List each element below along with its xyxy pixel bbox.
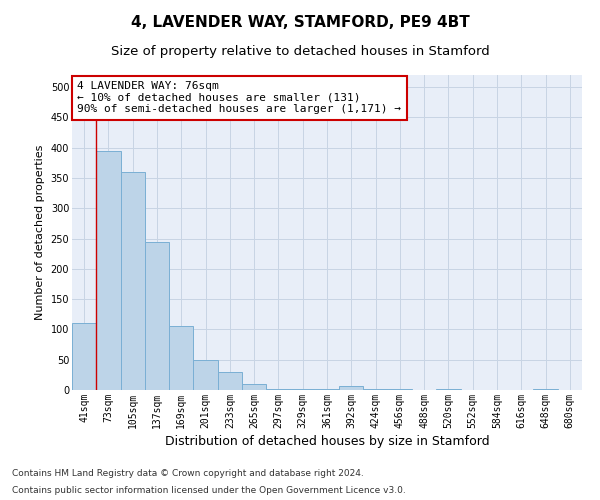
Text: Contains public sector information licensed under the Open Government Licence v3: Contains public sector information licen… [12, 486, 406, 495]
X-axis label: Distribution of detached houses by size in Stamford: Distribution of detached houses by size … [164, 435, 490, 448]
Bar [364, 389, 388, 390]
Bar [218, 372, 242, 390]
Bar [533, 389, 558, 390]
Bar [339, 386, 364, 390]
Text: Contains HM Land Registry data © Crown copyright and database right 2024.: Contains HM Land Registry data © Crown c… [12, 468, 364, 477]
Bar [315, 389, 339, 390]
Bar [96, 150, 121, 390]
Bar [290, 389, 315, 390]
Bar [169, 326, 193, 390]
Bar [193, 360, 218, 390]
Text: 4 LAVENDER WAY: 76sqm
← 10% of detached houses are smaller (131)
90% of semi-det: 4 LAVENDER WAY: 76sqm ← 10% of detached … [77, 82, 401, 114]
Bar [121, 172, 145, 390]
Bar [266, 389, 290, 390]
Bar [145, 242, 169, 390]
Bar [242, 384, 266, 390]
Text: Size of property relative to detached houses in Stamford: Size of property relative to detached ho… [110, 45, 490, 58]
Y-axis label: Number of detached properties: Number of detached properties [35, 145, 45, 320]
Text: 4, LAVENDER WAY, STAMFORD, PE9 4BT: 4, LAVENDER WAY, STAMFORD, PE9 4BT [131, 15, 469, 30]
Bar [72, 324, 96, 390]
